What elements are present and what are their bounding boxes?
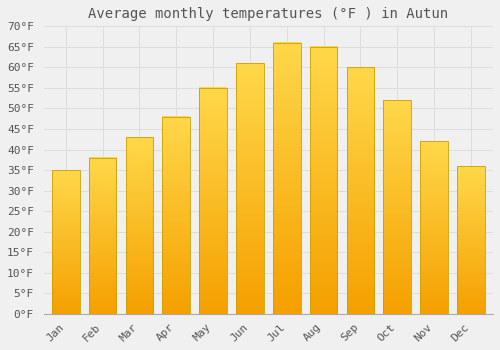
Bar <box>162 117 190 314</box>
Bar <box>236 63 264 314</box>
Bar <box>200 88 227 314</box>
Bar <box>346 68 374 314</box>
Bar <box>457 166 485 314</box>
Bar <box>89 158 117 314</box>
Bar <box>52 170 80 314</box>
Bar <box>310 47 338 314</box>
Bar <box>273 43 300 314</box>
Bar <box>126 137 154 314</box>
Title: Average monthly temperatures (°F ) in Autun: Average monthly temperatures (°F ) in Au… <box>88 7 448 21</box>
Bar <box>384 100 411 314</box>
Bar <box>420 141 448 314</box>
